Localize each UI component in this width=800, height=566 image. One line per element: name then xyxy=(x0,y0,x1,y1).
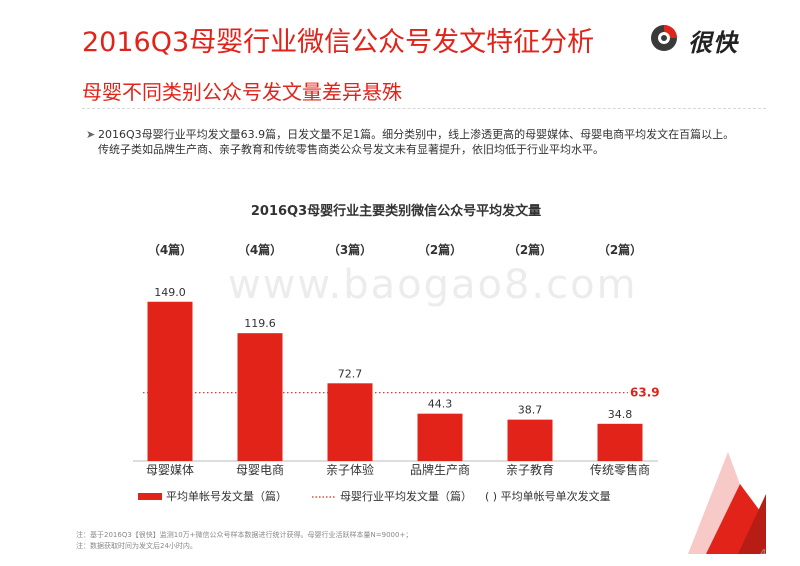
logo: 很快 xyxy=(648,23,766,57)
page-number: 4 xyxy=(760,548,766,554)
decorative-triangles xyxy=(688,452,766,554)
single-post-label: （2篇） xyxy=(508,242,552,257)
bar xyxy=(417,413,463,461)
legend-swatch-bar xyxy=(138,493,162,500)
x-tick-label: 传统零售商 xyxy=(590,462,650,477)
slide: 2016Q3母婴行业微信公众号发文特征分析 很快 母婴不同类别公众号发文量差异悬… xyxy=(38,14,766,554)
single-post-label: （4篇） xyxy=(238,242,282,257)
single-post-label: （2篇） xyxy=(598,242,642,257)
data-label: 44.3 xyxy=(428,398,453,411)
legend-label: ( ) 平均单帐号单次发文量 xyxy=(485,489,611,503)
footnote-line-2: 注：数据获取时间为发文后24小时内。 xyxy=(76,542,197,550)
footnote: 注：基于2016Q3【很快】监测10万+微信公众号样本数据进行统计获得。母婴行业… xyxy=(76,530,412,552)
footnote-line-1: 注：基于2016Q3【很快】监测10万+微信公众号样本数据进行统计获得。母婴行业… xyxy=(76,531,413,539)
average-label: 63.9 xyxy=(630,386,660,400)
bar xyxy=(507,419,553,461)
x-tick-label: 母婴电商 xyxy=(236,462,284,477)
bar xyxy=(147,301,193,461)
page-title: 2016Q3母婴行业微信公众号发文特征分析 xyxy=(82,27,595,58)
bar xyxy=(237,333,283,461)
summary-text: 2016Q3母婴行业平均发文量63.9篇，日发文量不足1篇。细分类别中，线上渗透… xyxy=(98,128,735,156)
data-label: 34.8 xyxy=(608,408,633,421)
x-tick-label: 亲子体验 xyxy=(326,462,374,477)
single-post-label: （4篇） xyxy=(148,242,192,257)
bar xyxy=(597,423,643,461)
bar-chart: 2016Q3母婴行业主要类别微信公众号平均发文量 149.0 （4篇） 母婴媒体 119… xyxy=(133,203,766,554)
single-post-label: （2篇） xyxy=(418,242,462,257)
page-subtitle: 母婴不同类别公众号发文量差异悬殊 xyxy=(82,80,402,104)
bar xyxy=(327,383,373,461)
title-divider xyxy=(82,108,766,109)
logo-text: 很快 xyxy=(688,29,738,57)
watermark: www.baogao8.com xyxy=(228,262,638,308)
x-tick-label: 母婴媒体 xyxy=(146,463,194,477)
legend-label: 平均单帐号发文量（篇） xyxy=(166,489,287,503)
summary-bullet: ➤ 2016Q3母婴行业平均发文量63.9篇，日发文量不足1篇。细分类别中，线上… xyxy=(86,127,738,157)
single-post-label: （3篇） xyxy=(328,242,372,257)
legend-label: 母婴行业平均发文量（篇） xyxy=(340,489,472,503)
logo-mark-icon xyxy=(651,25,677,51)
data-label: 119.6 xyxy=(244,317,276,330)
x-tick-label: 品牌生产商 xyxy=(410,462,470,477)
bullet-arrow-icon: ➤ xyxy=(86,128,96,141)
data-label: 38.7 xyxy=(518,404,543,417)
data-label: 72.7 xyxy=(338,367,363,380)
chart-title: 2016Q3母婴行业主要类别微信公众号平均发文量 xyxy=(251,203,541,219)
data-label: 149.0 xyxy=(154,286,186,299)
x-tick-label: 亲子教育 xyxy=(506,462,554,477)
